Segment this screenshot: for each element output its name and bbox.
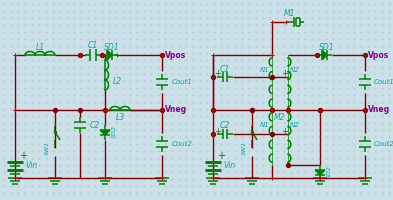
Text: L2: L2	[113, 77, 122, 86]
Text: SD2: SD2	[112, 126, 116, 138]
Text: SD2: SD2	[327, 166, 332, 178]
Text: Vpos: Vpos	[165, 50, 186, 60]
Text: SW1: SW1	[44, 141, 50, 155]
Text: Vpos: Vpos	[368, 50, 389, 60]
Text: C2: C2	[90, 120, 100, 130]
Polygon shape	[107, 50, 112, 60]
Text: C1: C1	[88, 42, 98, 50]
Text: C1: C1	[220, 64, 230, 73]
Text: Cout1: Cout1	[374, 79, 393, 85]
Text: M2: M2	[274, 114, 286, 122]
Text: SW1: SW1	[242, 141, 246, 155]
Text: C2: C2	[220, 121, 230, 130]
Text: SD1: SD1	[104, 43, 120, 51]
Text: +: +	[281, 127, 288, 136]
Text: Vin: Vin	[223, 162, 235, 170]
Polygon shape	[322, 50, 327, 60]
Text: N1: N1	[260, 122, 270, 128]
Text: +: +	[19, 151, 27, 161]
Polygon shape	[315, 170, 325, 175]
Text: N2: N2	[290, 67, 300, 73]
Text: +: +	[217, 151, 225, 161]
Text: Vin: Vin	[25, 162, 37, 170]
Polygon shape	[100, 130, 110, 135]
Text: L3: L3	[116, 114, 125, 122]
Text: +: +	[215, 70, 221, 78]
Text: Vneg: Vneg	[368, 106, 390, 114]
Text: +: +	[281, 70, 288, 78]
Text: Vneg: Vneg	[165, 106, 187, 114]
Text: L1: L1	[35, 44, 44, 52]
Text: Cout2: Cout2	[172, 141, 193, 147]
Text: Cout2: Cout2	[374, 141, 393, 147]
Text: M1: M1	[284, 9, 296, 19]
Text: N1: N1	[260, 67, 270, 73]
Text: SD1: SD1	[319, 43, 335, 51]
Text: Cout1: Cout1	[172, 79, 193, 85]
Text: N2: N2	[290, 122, 300, 128]
Text: +: +	[215, 127, 221, 136]
